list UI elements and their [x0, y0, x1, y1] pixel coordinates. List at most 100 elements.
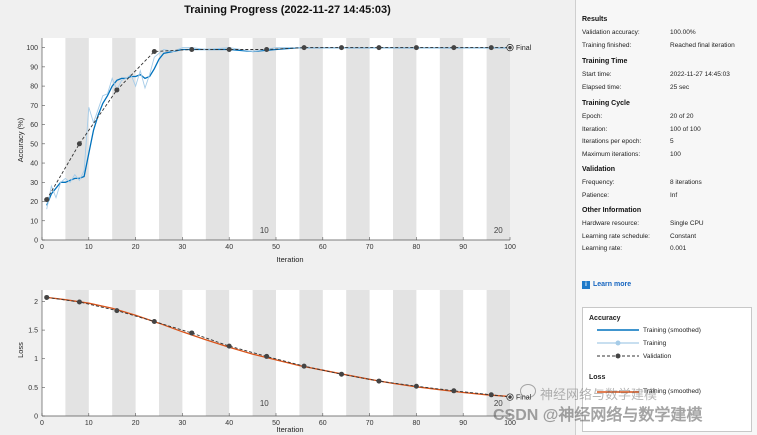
loss-epoch-band — [252, 290, 276, 416]
info-row: Frequency: 8 iterations — [582, 179, 754, 188]
info-key: Learning rate schedule: — [582, 232, 650, 240]
acc-y-tick-label: 70 — [30, 103, 38, 110]
accuracy-y-axis-label: Accuracy (%) — [16, 117, 25, 162]
loss-epoch-band — [439, 290, 464, 416]
acc-x-tick-label: 80 — [413, 244, 421, 251]
info-row: Elapsed time: 25 sec — [582, 84, 754, 93]
info-key: Learning rate: — [582, 245, 623, 252]
loss-x-tick-label: 90 — [459, 420, 467, 427]
acc-x-tick-label: 60 — [319, 244, 327, 251]
acc-epoch-band — [112, 38, 136, 240]
loss-x-tick-label: 70 — [366, 420, 374, 427]
legend-swatches — [597, 329, 639, 393]
loss-validation-point — [451, 388, 457, 394]
info-value: 25 sec — [670, 83, 690, 91]
acc-epoch-label: 20 — [494, 226, 503, 235]
loss-validation-point — [413, 383, 419, 389]
info-key: Training finished: — [582, 41, 632, 49]
info-key: Elapsed time: — [582, 83, 622, 91]
acc-y-tick-label: 100 — [26, 45, 38, 52]
info-value: 8 iterations — [670, 179, 702, 186]
loss-epoch-band — [486, 290, 510, 416]
acc-x-tick-label: 10 — [85, 244, 93, 251]
acc-y-tick-label: 10 — [30, 218, 38, 225]
loss-epoch-label: 10 — [260, 399, 269, 408]
info-row: Patience: Inf — [582, 192, 754, 201]
acc-y-tick-label: 0 — [34, 238, 38, 245]
section-title-validation: Validation — [582, 166, 616, 173]
loss-chart: Final 0 10 20 30 40 50 60 70 80 90 100 0 0.5 1 1.5 2 10 2… — [16, 290, 532, 434]
section-title-other: Other Information — [582, 207, 642, 214]
acc-y-tick-label: 80 — [30, 84, 38, 91]
acc-epoch-band — [299, 38, 323, 240]
learn-more-link[interactable]: Learn more — [593, 281, 632, 288]
acc-x-tick-label: 0 — [40, 244, 44, 251]
loss-epoch-band — [112, 290, 136, 416]
acc-y-tick-label: 40 — [30, 161, 38, 168]
acc-validation-point — [151, 48, 157, 54]
acc-epoch-band — [346, 38, 370, 240]
info-row: Hardware resource: Single CPU — [582, 220, 754, 229]
info-icon: i — [582, 281, 590, 289]
acc-epoch-band — [65, 38, 89, 240]
accuracy-x-axis-label: Iteration — [276, 255, 303, 264]
acc-x-tick-label: 40 — [225, 244, 233, 251]
info-row: Validation accuracy: 100.00% — [582, 29, 754, 38]
loss-validation-point — [226, 343, 232, 349]
acc-series-validation — [46, 47, 510, 200]
info-row: Learning rate: 0.001 — [582, 245, 754, 254]
loss-x-tick-label: 40 — [225, 420, 233, 427]
legend-loss-title: Loss — [589, 374, 606, 381]
plots-area: Training Progress (2022-11-27 14:45:03) … — [16, 4, 532, 434]
loss-validation-point — [376, 378, 382, 384]
info-key: Frequency: — [582, 179, 615, 186]
info-value: 2022-11-27 14:45:03 — [670, 71, 730, 78]
legend-marker-acc-training — [615, 340, 621, 346]
acc-epoch-band — [205, 38, 230, 240]
loss-validation-point — [76, 299, 82, 305]
info-key: Start time: — [582, 71, 612, 78]
legend-box: Accuracy Training (smoothed) Training Va… — [582, 307, 752, 432]
acc-x-tick-label: 90 — [459, 244, 467, 251]
acc-validation-point — [44, 197, 50, 203]
section-title-training-time: Training Time — [582, 58, 628, 65]
acc-validation-point — [76, 141, 82, 147]
info-key: Epoch: — [582, 113, 603, 120]
info-key: Maximum iterations: — [582, 150, 641, 158]
loss-epoch-band — [159, 290, 183, 416]
legend-acc-training: Training — [643, 340, 667, 347]
acc-epoch-band — [393, 38, 417, 240]
loss-x-axis-label: Iteration — [276, 425, 303, 434]
loss-x-tick-label: 80 — [413, 420, 421, 427]
info-row: Start time: 2022-11-27 14:45:03 — [582, 71, 754, 80]
acc-y-tick-label: 30 — [30, 180, 38, 187]
info-row: Epoch: 20 of 20 — [582, 113, 754, 122]
acc-y-tick-label: 90 — [30, 64, 38, 71]
acc-x-tick-label: 50 — [272, 244, 280, 251]
loss-series-training-smoothed — [46, 296, 511, 398]
acc-y-tick-label: 60 — [30, 122, 38, 129]
info-value: 100 of 100 — [670, 125, 701, 133]
loss-y-axis-label: Loss — [16, 342, 25, 358]
section-title-results: Results — [582, 16, 608, 23]
acc-epoch-band — [439, 38, 464, 240]
info-value: 20 of 20 — [670, 113, 694, 120]
loss-epoch-band — [299, 290, 323, 416]
info-value: 100 — [670, 150, 681, 158]
acc-final-marker-dot — [508, 45, 512, 50]
loss-y-tick-label: 1 — [34, 356, 38, 363]
legend-marker-acc-validation — [615, 353, 621, 359]
acc-x-tick-label: 70 — [366, 244, 374, 251]
info-row: Iterations per epoch: 5 — [582, 138, 754, 147]
info-value: Constant — [670, 232, 697, 240]
legend-accuracy-title: Accuracy — [589, 315, 621, 322]
acc-epoch-band — [486, 38, 510, 240]
acc-epoch-band — [252, 38, 276, 240]
loss-y-tick-label: 2 — [34, 299, 38, 306]
acc-validation-point — [413, 45, 419, 51]
acc-validation-point — [114, 87, 120, 93]
section-title-training-cycle: Training Cycle — [582, 100, 630, 107]
acc-validation-point — [301, 45, 307, 51]
legend-acc-smoothed: Training (smoothed) — [643, 327, 701, 334]
plot-title: Training Progress (2022-11-27 14:45:03) — [184, 4, 391, 16]
